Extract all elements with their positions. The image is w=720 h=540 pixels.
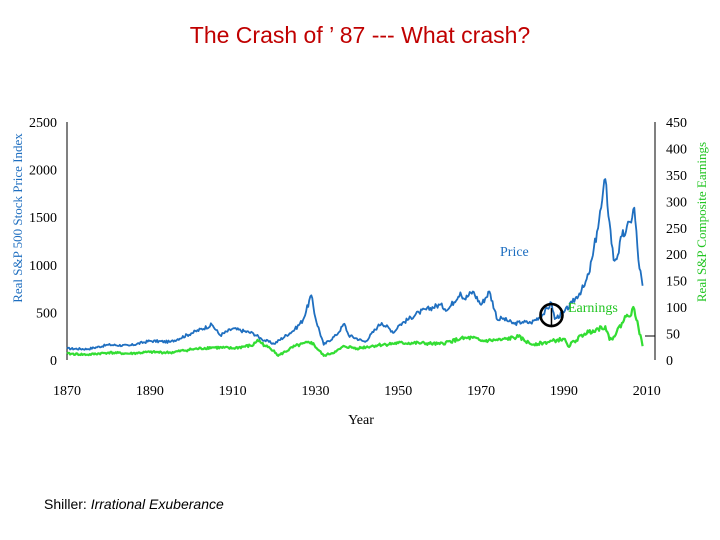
slide-title: The Crash of ’ 87 --- What crash?	[189, 22, 531, 48]
x-tick-labels: 1870 1890 1910 1930 1950 1970 1990 2010	[53, 384, 661, 399]
x-tick-label: 1990	[550, 384, 578, 399]
right-tick-label: 150	[666, 275, 687, 290]
series-lines	[66, 178, 644, 357]
right-tick-label: 400	[666, 142, 687, 157]
left-tick-label: 0	[50, 354, 57, 369]
price-annotation: Price	[500, 245, 529, 260]
x-tick-label: 1870	[53, 384, 81, 399]
x-tick-label: 1970	[467, 384, 495, 399]
left-tick-label: 2500	[29, 116, 57, 131]
left-tick-label: 1000	[29, 259, 57, 274]
left-tick-label: 500	[36, 306, 57, 321]
x-tick-label: 2010	[633, 384, 661, 399]
right-tick-label: 450	[666, 116, 687, 131]
left-axis-label: Real S&P 500 Stock Price Index	[10, 133, 25, 303]
x-tick-label: 1950	[384, 384, 412, 399]
x-tick-label: 1910	[219, 384, 247, 399]
right-tick-label: 250	[666, 222, 687, 237]
left-tick-label: 1500	[29, 211, 57, 226]
crash-highlight-circle	[539, 302, 564, 328]
caption-author: Shiller:	[44, 496, 91, 512]
left-tick-labels: 0 500 1000 1500 2000 2500	[29, 116, 57, 369]
right-tick-label: 50	[666, 328, 680, 343]
right-tick-label: 200	[666, 248, 687, 263]
x-tick-label: 1890	[136, 384, 164, 399]
right-tick-label: 350	[666, 169, 687, 184]
x-tick-label: 1930	[301, 384, 329, 399]
earnings-line	[66, 305, 644, 357]
source-caption: Shiller: Irrational Exuberance	[44, 496, 224, 512]
x-axis-label: Year	[348, 413, 374, 428]
right-tick-label: 100	[666, 301, 687, 316]
earnings-annotation: Earnings	[568, 301, 618, 316]
axis-lines	[66, 122, 656, 360]
caption-book-title: Irrational Exuberance	[90, 496, 224, 512]
right-axis-label: Real S&P Composite Earnings	[694, 142, 709, 302]
right-tick-label: 0	[666, 354, 673, 369]
price-line	[66, 178, 644, 351]
right-tick-labels: 0 50 100 150 200 250 300 350 400 450	[666, 116, 687, 369]
left-tick-label: 2000	[29, 164, 57, 179]
crash-1987-marker	[539, 302, 564, 328]
right-tick-label: 300	[666, 195, 687, 210]
